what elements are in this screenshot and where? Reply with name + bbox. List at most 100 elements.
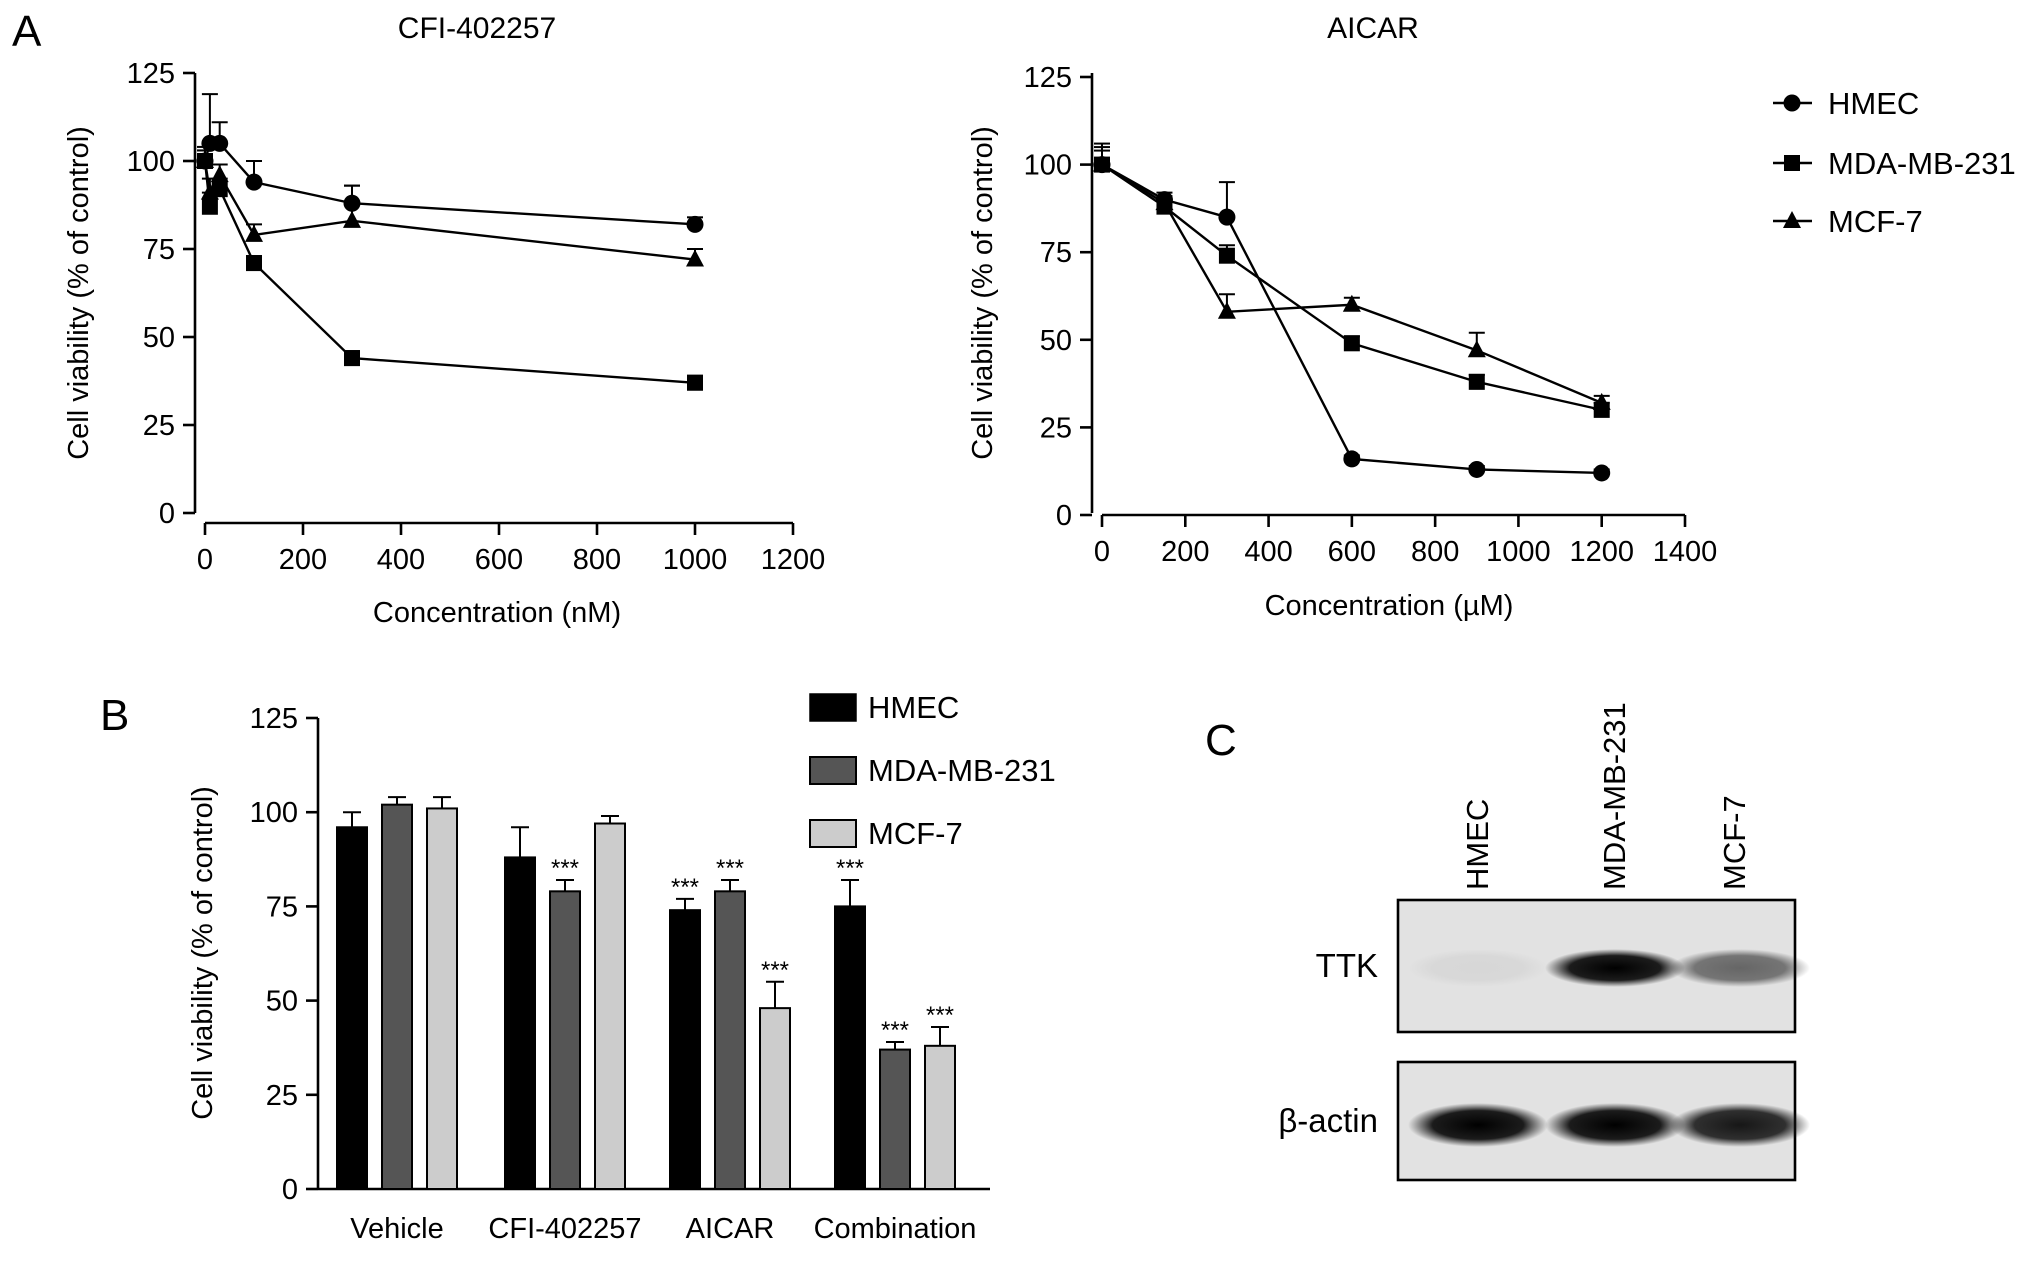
bar [336,826,368,1190]
legend-label: MCF-7 [1828,204,1923,239]
legend-label: MDA-MB-231 [868,753,1056,788]
swatch-icon [809,756,857,785]
y-tick-label: 100 [1024,150,1072,182]
data-point [196,151,214,168]
data-point [245,224,263,242]
plot-area [196,93,704,391]
square-marker-icon [1784,155,1800,171]
y-tick-label: 125 [1024,62,1072,94]
data-point [211,134,229,152]
blot-band [1408,949,1548,987]
data-point [343,210,361,228]
significance-label: *** [926,1002,954,1029]
x-tick-label: 0 [197,544,213,576]
data-point [1155,193,1174,211]
y-axis: 0 25 50 75 100 125 Cell viability (% of contr… [63,58,197,530]
series-mcf-7 [196,145,704,267]
series-line [203,142,696,226]
lane-label: MDA-MB-231 [1597,702,1632,890]
series-mda-mb-231 [1094,146,1610,418]
legend-item-mda-mb-231: MDA-MB-231 [1773,146,2016,181]
x-tick-label: 800 [1411,536,1459,568]
significance-label: *** [551,855,579,882]
data-point [1468,460,1486,478]
chart-title: CFI-402257 [398,12,556,45]
data-point [687,374,703,391]
plot-area [1093,142,1611,482]
blot-band [1545,1103,1685,1147]
panel-label-b: B [100,691,129,740]
swatch-icon [809,819,857,848]
y-tick-label: 25 [266,1080,298,1112]
series-hmec [1093,142,1611,482]
x-axis: 0 200 400 600 800 1000 1200 1400 Concentration … [1094,513,1717,622]
significance-label: *** [881,1017,909,1044]
y-tick-label: 75 [266,891,298,923]
data-point [686,249,704,267]
lane-label: HMEC [1460,799,1495,890]
circle-marker-icon [1783,94,1801,112]
series-mda-mb-231: *** *** *** [381,796,911,1190]
series-line [1101,163,1603,404]
chart-combination-bars: 0 25 50 75 100 125 Cell viability (% of contr… [187,690,1056,1245]
data-point [1343,450,1361,468]
data-point [1593,464,1611,482]
x-tick-label: Vehicle [350,1213,444,1245]
blot-row-label: TTK [1316,947,1378,984]
data-point [201,198,218,215]
legend-item-mda-mb-231: MDA-MB-231 [809,753,1056,788]
legend-item-mcf-7: MCF-7 [1773,204,1923,239]
bar [594,822,626,1191]
significance-label: *** [671,874,699,901]
data-point [1468,373,1485,390]
x-tick-label: 1000 [1486,536,1551,568]
y-tick-label: 0 [282,1174,298,1206]
legend-line: HMEC MDA-MB-231 MCF-7 [1773,86,2016,239]
plot-area: *** *** *** *** *** *** *** [336,796,956,1191]
x-tick-label: AICAR [686,1213,775,1245]
western-blot: HMEC MDA-MB-231 MCF-7 TTK β-actin [1278,702,1810,1182]
x-tick-label: 1200 [761,544,826,576]
x-tick-label: 200 [1161,536,1209,568]
bar [924,1044,956,1191]
data-point [344,350,360,367]
legend-item-hmec: HMEC [1773,86,1919,121]
legend-label: HMEC [868,690,959,725]
blot-row-ttk: TTK [1316,898,1810,1034]
y-axis-label: Cell viability (% of control) [187,786,219,1120]
y-tick-label: 75 [1040,237,1072,269]
x-axis-label: Concentration (nM) [373,597,621,629]
series-line [203,160,696,384]
data-point [200,182,219,200]
data-point [1093,154,1111,172]
y-axis: 0 25 50 75 100 125 Cell viability (% of contr… [187,703,320,1206]
legend-label: MCF-7 [868,816,963,851]
bar [834,905,866,1191]
chart-cfi-402257: CFI-402257 0 25 50 75 100 125 Cell viability … [63,12,825,629]
chart-title: AICAR [1327,12,1419,45]
series-hmec [196,93,704,233]
x-tick-label: 1200 [1569,536,1634,568]
x-tick-label: 400 [377,544,425,576]
blot-band [1670,1103,1810,1147]
bar [504,856,536,1191]
x-tick-label: 0 [1094,536,1110,568]
legend-label: HMEC [1828,86,1919,121]
y-tick-label: 25 [143,410,175,442]
x-axis-label: Concentration (µM) [1265,590,1514,622]
blot-band [1670,949,1810,987]
significance-label: *** [716,855,744,882]
y-tick-label: 125 [250,703,298,735]
y-tick-label: 75 [143,234,175,266]
y-axis-label: Cell viability (% of control) [967,126,999,460]
y-tick-label: 0 [159,498,175,530]
y-axis-label: Cell viability (% of control) [63,126,95,460]
bar [759,1007,791,1190]
legend-bar: HMEC MDA-MB-231 MCF-7 [809,690,1056,851]
y-tick-label: 25 [1040,412,1072,444]
x-tick-label: 600 [475,544,523,576]
panel-label-c: C [1205,716,1237,765]
bar [714,890,746,1190]
legend-item-mcf-7: MCF-7 [809,816,963,851]
